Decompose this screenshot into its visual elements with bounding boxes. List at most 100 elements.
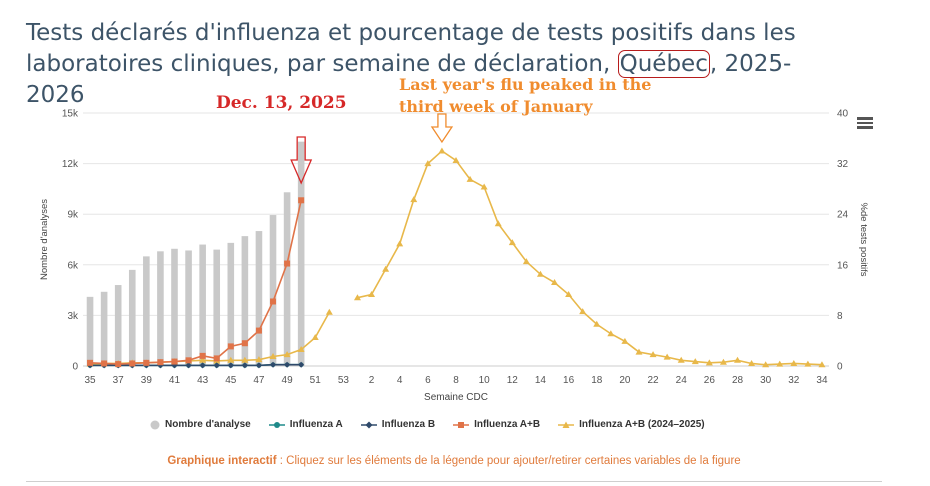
bar-tests bbox=[241, 236, 249, 366]
y-left-tick-label: 3k bbox=[67, 311, 79, 322]
point-flu-ab bbox=[101, 360, 108, 367]
bar-tests bbox=[283, 192, 291, 366]
point-flu-ab-prev bbox=[649, 351, 657, 358]
series-line bbox=[90, 311, 331, 365]
title-highlight: Québec bbox=[617, 50, 710, 78]
legend-item-flu-a[interactable]: Influenza A bbox=[268, 419, 343, 430]
legend-line-square-icon bbox=[453, 421, 470, 428]
legend-line-circle-icon bbox=[268, 421, 285, 428]
point-flu-b bbox=[213, 362, 220, 369]
title-suffix: , 2025-2026 bbox=[26, 51, 792, 108]
x-tick-label: 14 bbox=[535, 375, 547, 386]
bar-tests bbox=[185, 250, 192, 366]
annotation-arrows bbox=[290, 113, 454, 185]
bar-tests bbox=[269, 215, 277, 366]
lines-group bbox=[86, 147, 826, 369]
point-flu-ab-prev bbox=[607, 330, 615, 337]
point-flu-ab-prev bbox=[804, 360, 812, 367]
legend-label: Influenza A bbox=[289, 419, 343, 430]
point-flu-ab bbox=[241, 340, 248, 347]
bar-tests bbox=[86, 296, 94, 366]
point-flu-ab-prev bbox=[466, 175, 474, 182]
point-flu-ab-prev bbox=[227, 356, 235, 363]
point-flu-ab-prev bbox=[255, 356, 263, 363]
legend-label: Influenza A+B bbox=[474, 419, 541, 430]
legend-item-tests[interactable]: Nombre d'analyse bbox=[150, 419, 251, 430]
point-flu-b bbox=[185, 362, 192, 369]
point-flu-ab bbox=[185, 357, 192, 364]
legend-line-triangle-icon bbox=[558, 421, 575, 428]
x-tick-label: 49 bbox=[282, 375, 294, 386]
point-flu-ab bbox=[255, 327, 262, 334]
point-flu-ab-prev bbox=[480, 183, 488, 190]
point-flu-ab-prev bbox=[353, 294, 361, 301]
point-flu-ab-prev bbox=[368, 291, 376, 298]
series-line bbox=[90, 363, 302, 367]
point-flu-ab bbox=[171, 358, 178, 365]
x-tick-label: 24 bbox=[676, 375, 688, 386]
point-flu-b bbox=[255, 362, 262, 369]
legend-item-flu-ab[interactable]: Influenza A+B bbox=[453, 419, 540, 430]
point-flu-b bbox=[284, 361, 291, 368]
point-flu-ab bbox=[157, 359, 164, 366]
series-line bbox=[90, 200, 302, 365]
bar-tests bbox=[157, 251, 164, 366]
point-flu-ab bbox=[129, 360, 136, 367]
divider bbox=[26, 481, 882, 482]
point-flu-ab-prev bbox=[382, 265, 390, 272]
point-flu-ab bbox=[115, 361, 122, 368]
point-flu-ab-prev bbox=[508, 239, 516, 246]
point-flu-ab-prev bbox=[748, 359, 756, 366]
bar-tests bbox=[255, 231, 263, 366]
arrow-down-icon bbox=[430, 113, 454, 144]
x-tick-label: 37 bbox=[113, 375, 125, 386]
bar-tests bbox=[143, 256, 150, 366]
gridlines bbox=[83, 112, 829, 367]
legend-item-flu-b[interactable]: Influenza B bbox=[360, 419, 435, 430]
point-flu-ab-prev bbox=[621, 337, 629, 344]
x-tick-label: 16 bbox=[563, 375, 575, 386]
point-flu-ab-prev bbox=[677, 356, 685, 363]
series-line bbox=[357, 149, 822, 366]
legend-label: Nombre d'analyse bbox=[165, 419, 251, 430]
y-left-axis-title: Nombre d'analyses bbox=[39, 199, 50, 280]
point-flu-ab-prev bbox=[593, 320, 601, 327]
legend-circle-icon bbox=[150, 420, 160, 429]
point-flu-ab-prev bbox=[269, 353, 277, 360]
x-tick-label: 28 bbox=[732, 375, 744, 386]
bar-tests bbox=[128, 269, 136, 366]
point-flu-ab bbox=[298, 197, 305, 204]
y-right-tick-label: 32 bbox=[837, 159, 849, 170]
point-flu-ab-prev bbox=[410, 196, 418, 203]
y-left-tick-label: 15k bbox=[62, 109, 79, 120]
bar-tests bbox=[100, 291, 108, 366]
note-text: : Cliquez sur les éléments de la légende… bbox=[276, 455, 741, 467]
point-flu-ab-prev bbox=[776, 360, 784, 367]
x-tick-label: 4 bbox=[397, 375, 403, 386]
x-tick-label: 43 bbox=[197, 375, 209, 386]
y-left-tick-label: 6k bbox=[67, 260, 79, 271]
y-left-tick-label: 9k bbox=[67, 210, 79, 221]
bar-tests bbox=[297, 141, 305, 366]
bar-tests bbox=[227, 242, 235, 366]
title-text: Tests déclarés d'influenza et pourcentag… bbox=[26, 20, 796, 77]
point-flu-b bbox=[199, 362, 206, 369]
point-flu-ab-prev bbox=[734, 356, 742, 363]
x-tick-label: 8 bbox=[453, 375, 459, 386]
hamburger-menu-icon[interactable] bbox=[857, 117, 873, 129]
point-flu-ab-prev bbox=[565, 291, 573, 298]
x-tick-label: 18 bbox=[591, 375, 603, 386]
bars-group bbox=[86, 141, 305, 366]
point-flu-ab-prev bbox=[691, 358, 699, 365]
point-flu-ab-prev bbox=[297, 346, 305, 353]
point-flu-ab-prev bbox=[283, 351, 291, 358]
point-flu-ab-prev bbox=[199, 356, 207, 363]
y-right-tick-label: 8 bbox=[837, 311, 843, 322]
bar-tests bbox=[213, 249, 221, 366]
y-left-tick-label: 0 bbox=[72, 362, 78, 373]
x-tick-label: 22 bbox=[647, 375, 659, 386]
x-tick-label: 30 bbox=[760, 375, 772, 386]
point-flu-ab-prev bbox=[424, 160, 432, 167]
legend-item-flu-ab-prev[interactable]: Influenza A+B (2024–2025) bbox=[558, 419, 705, 430]
